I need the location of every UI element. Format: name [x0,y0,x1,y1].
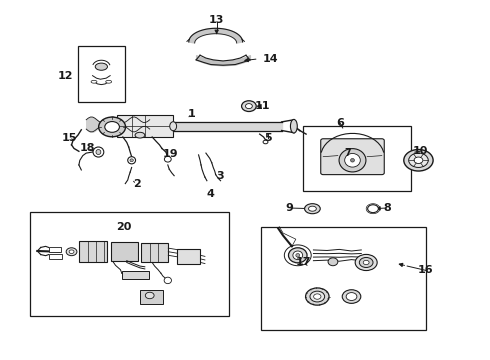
Text: 18: 18 [80,143,96,153]
Ellipse shape [289,248,307,263]
Bar [117,116,173,137]
Bar [176,249,200,264]
Bar [261,227,426,330]
Ellipse shape [106,80,112,83]
Ellipse shape [164,277,171,284]
Text: 2: 2 [133,179,141,189]
Ellipse shape [98,117,125,137]
Text: 12: 12 [57,71,73,81]
Ellipse shape [69,250,74,253]
Bar [30,212,229,316]
Ellipse shape [414,157,423,163]
FancyBboxPatch shape [321,139,384,175]
Ellipse shape [346,293,357,301]
Ellipse shape [404,149,433,171]
Ellipse shape [328,258,338,266]
Ellipse shape [363,260,369,265]
Ellipse shape [105,122,120,132]
Text: 11: 11 [254,102,270,112]
Bar [79,241,107,262]
Ellipse shape [310,291,325,302]
Text: 3: 3 [217,171,224,181]
Text: 9: 9 [285,203,293,213]
Ellipse shape [409,153,428,167]
Bar [140,290,163,304]
Ellipse shape [263,140,268,144]
Bar [78,45,125,102]
Text: 8: 8 [384,203,392,213]
Ellipse shape [146,292,154,299]
Ellipse shape [350,158,354,162]
Ellipse shape [242,101,256,112]
Ellipse shape [170,122,176,131]
Ellipse shape [293,251,303,260]
Ellipse shape [96,149,101,154]
Text: 6: 6 [336,118,344,128]
Text: 7: 7 [344,148,351,158]
Ellipse shape [245,104,252,109]
Ellipse shape [296,253,300,257]
Text: 4: 4 [207,189,215,199]
Text: 14: 14 [263,54,278,64]
Ellipse shape [314,294,321,299]
Text: 1: 1 [187,109,195,119]
Text: 19: 19 [163,149,178,159]
Text: 20: 20 [116,222,131,231]
Ellipse shape [309,206,317,211]
Ellipse shape [130,159,133,162]
Ellipse shape [305,204,320,214]
Text: 13: 13 [209,15,224,26]
Ellipse shape [368,205,378,213]
Ellipse shape [128,157,136,164]
Ellipse shape [95,63,107,70]
Bar [122,271,149,279]
Ellipse shape [291,120,297,133]
Ellipse shape [344,153,360,167]
Ellipse shape [306,288,329,305]
Ellipse shape [66,248,77,256]
Bar [142,243,168,262]
Ellipse shape [359,257,373,267]
Text: 10: 10 [412,146,428,156]
Ellipse shape [164,156,171,162]
Text: 5: 5 [265,133,272,143]
Ellipse shape [355,255,377,271]
Ellipse shape [339,149,366,172]
Ellipse shape [93,147,104,157]
Bar [49,247,61,252]
Bar [111,242,138,261]
Text: 16: 16 [418,265,434,275]
Bar [303,126,411,192]
Bar [49,253,62,259]
Ellipse shape [91,80,97,83]
Ellipse shape [342,290,361,303]
Polygon shape [189,28,243,43]
Text: 15: 15 [61,133,77,143]
Text: 17: 17 [296,257,311,267]
Ellipse shape [135,132,145,138]
